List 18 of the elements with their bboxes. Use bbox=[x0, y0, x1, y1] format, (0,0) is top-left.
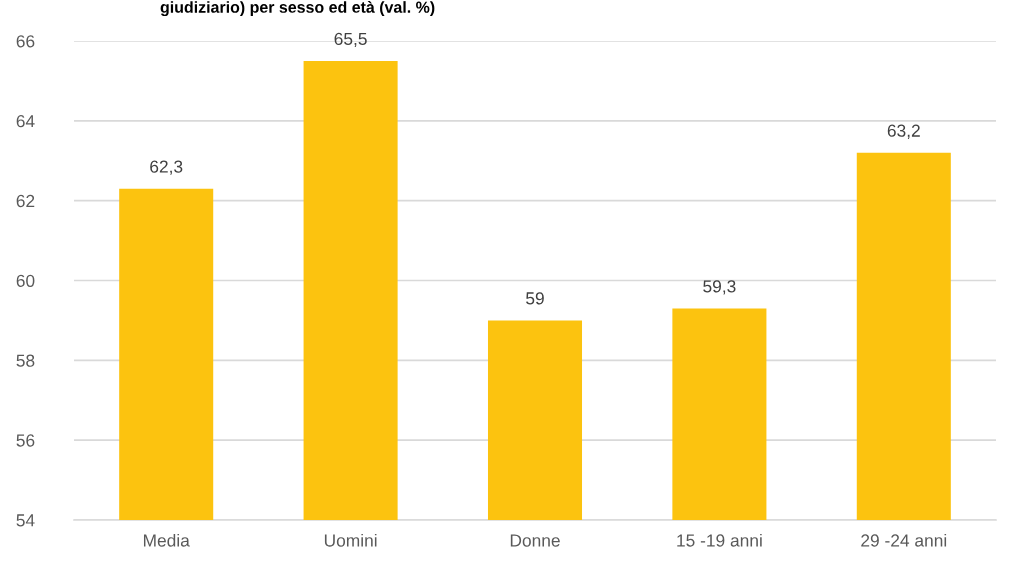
y-tick-label: 54 bbox=[16, 514, 35, 527]
x-tick-label: Donne bbox=[510, 534, 560, 547]
y-tick-label: 66 bbox=[16, 35, 35, 48]
x-tick-label: 15 -19 anni bbox=[677, 533, 762, 547]
x-tick-label: Media bbox=[143, 533, 190, 547]
y-tick-label: 56 bbox=[16, 434, 35, 447]
chart-title: giudiziario) per sesso ed età (val. %) bbox=[160, 1, 435, 17]
data-label: 59,3 bbox=[703, 280, 736, 295]
data-label: 62,3 bbox=[150, 160, 183, 175]
data-label: 59 bbox=[526, 292, 544, 305]
y-tick-label: 60 bbox=[16, 274, 35, 287]
data-label: 65,5 bbox=[334, 32, 367, 48]
y-tick-label: 58 bbox=[16, 354, 35, 367]
y-tick-label: 62 bbox=[16, 194, 35, 208]
x-tick-label: Uomini bbox=[324, 533, 377, 547]
x-tick-label: 29 -24 anni bbox=[861, 533, 947, 547]
data-label: 63,2 bbox=[887, 124, 920, 139]
y-tick-label: 64 bbox=[16, 115, 35, 128]
